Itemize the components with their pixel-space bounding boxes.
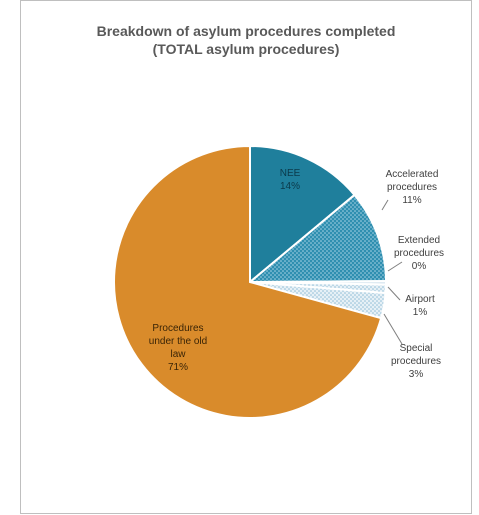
leader-line (383, 313, 403, 345)
slice-label: Accelerated procedures 11% (386, 169, 439, 206)
pie-slice (247, 193, 388, 284)
leader-line (387, 286, 401, 301)
chart-subtitle: (TOTAL asylum procedures) (152, 41, 340, 57)
pie-slice (249, 144, 356, 285)
slice-label: Special procedures 3% (391, 343, 441, 380)
chart-title: Breakdown of asylum procedures completed… (20, 22, 472, 58)
slice-label: Procedures under the old law 71% (149, 323, 207, 373)
pie-slice (113, 144, 383, 419)
chart-title-line1: Breakdown of asylum procedures completed (96, 23, 396, 39)
slice-label: Airport 1% (405, 294, 435, 318)
leader-line (381, 199, 389, 211)
slice-label: Extended procedures 0% (394, 235, 444, 272)
slice-label: NEE 14% (280, 168, 301, 192)
leader-line (387, 261, 403, 272)
